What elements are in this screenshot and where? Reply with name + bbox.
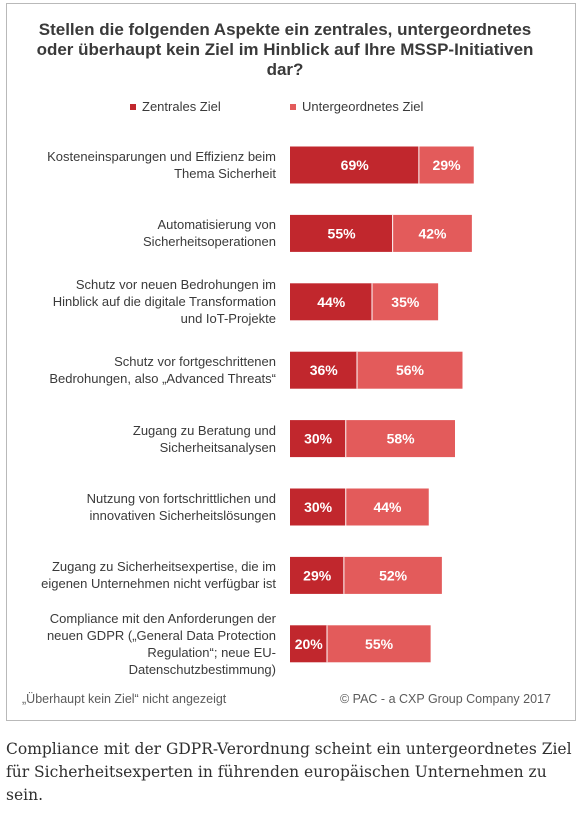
category-label-line: Automatisierung von [157, 217, 276, 233]
category-label-line: Sicherheitsoperationen [143, 234, 276, 250]
data-label: 55% [328, 225, 357, 241]
chart-title: Stellen die folgenden Aspekte ein zentra… [36, 20, 534, 79]
legend-item-untergeordnetes-ziel: Untergeordnetes Ziel [290, 99, 423, 114]
bar-zentrales-ziel [290, 488, 347, 526]
bar-zentrales-ziel [290, 556, 345, 594]
bar-untergeordnetes-ziel [346, 488, 429, 526]
category-label-line: Bedrohungen, also „Advanced Threats“ [49, 371, 276, 387]
category-label-line: innovativen Sicherheitslösungen [89, 508, 276, 523]
data-label: 44% [373, 499, 402, 515]
bar-zentrales-ziel [290, 625, 328, 663]
figure-caption: Compliance mit der GDPR-Verordnung schei… [6, 740, 572, 804]
category-label-line: Datenschutzbestimmung) [128, 661, 276, 677]
data-label: 30% [304, 499, 333, 515]
legend-swatch-untergeordnetes-ziel [290, 103, 296, 110]
data-label: 30% [304, 431, 333, 447]
data-label: 29% [433, 157, 462, 173]
category-label: Zugang zu Sicherheitsexpertise, die im ei… [12, 558, 276, 592]
category-label-line: Schutz vor fortgeschrittenen [114, 354, 276, 370]
bar-untergeordnetes-ziel [327, 625, 431, 663]
category-label-line: Thema Sicherheit [174, 166, 276, 181]
data-label: 56% [396, 362, 425, 378]
data-label: 42% [418, 225, 447, 241]
data-label: 20% [295, 636, 324, 652]
category-label: Nutzung von fortschrittlichen und innovat… [12, 490, 276, 524]
category-label-line: Schutz vor neuen Bedrohungen im [75, 277, 276, 293]
category-label-line: Nutzung von fortschrittlichen und [86, 491, 276, 506]
bar-untergeordnetes-ziel [419, 146, 474, 184]
category-label-line: und IoT-Projekte [180, 311, 276, 327]
category-label-line: Zugang zu Sicherheitsexpertise, die im [51, 559, 276, 575]
category-label: Automatisierung von Sicherheitsoperatione… [12, 216, 276, 250]
bar-zentrales-ziel [290, 214, 394, 252]
category-label-line: Compliance mit den Anforderungen der [49, 610, 276, 626]
data-label: 55% [365, 636, 394, 652]
data-label: 69% [341, 157, 370, 173]
category-label-line: Kosteneinsparungen und Effizienz beim [47, 149, 276, 164]
category-label-line: neuen GDPR („General Data Protection [46, 627, 276, 643]
legend-label-untergeordnetes-ziel: Untergeordnetes Ziel [302, 99, 424, 114]
category-label-line: Regulation“; neue EU- [147, 644, 276, 660]
data-label: 35% [391, 294, 420, 310]
category-label-line: eigenen Unternehmen nicht verfügbar ist [41, 576, 276, 592]
data-label: 36% [310, 362, 339, 378]
data-label: 52% [379, 567, 408, 583]
data-label: 29% [303, 567, 332, 583]
footer-note: „Überhaupt kein Ziel“ nicht angezeigt [22, 692, 227, 706]
legend-swatch-zentrales-ziel [130, 103, 136, 110]
data-label: 58% [387, 431, 416, 447]
category-label: Zugang zu Beratung und Sicherheitsanalyse… [12, 422, 276, 456]
bar-plot: 69% 29% 55% 42% 44% 35% 36% 56% 30% 58% 30% 44% 29% 5… [290, 146, 474, 663]
category-label-line: Sicherheitsanalysen [159, 439, 276, 455]
bar-untergeordnetes-ziel [357, 351, 463, 389]
footer-source: © PAC - a CXP Group Company 2017 [340, 692, 551, 706]
bar-untergeordnetes-ziel [346, 420, 455, 458]
bar-untergeordnetes-ziel [372, 283, 439, 321]
chart-legend: Zentrales Ziel Untergeordnetes Ziel [120, 99, 560, 117]
bar-untergeordnetes-ziel [344, 556, 442, 594]
category-label-line: Hinblick auf die digitale Transformation [52, 294, 276, 310]
bar-zentrales-ziel [290, 420, 347, 458]
legend-item-zentrales-ziel: Zentrales Ziel [130, 99, 221, 114]
category-label: Compliance mit den Anforderungen der neue… [12, 610, 276, 678]
data-label: 44% [317, 294, 346, 310]
category-label: Kosteneinsparungen und Effizienz beim The… [12, 148, 276, 182]
bar-untergeordnetes-ziel [393, 214, 472, 252]
legend-label-zentrales-ziel: Zentrales Ziel [142, 99, 221, 114]
category-label-line: Zugang zu Beratung und [132, 422, 276, 438]
category-label: Schutz vor fortgeschrittenen Bedrohungen,… [12, 353, 276, 387]
bar-zentrales-ziel [290, 351, 358, 389]
bar-zentrales-ziel [290, 146, 420, 184]
category-label: Schutz vor neuen Bedrohungen im Hinblick … [12, 276, 276, 327]
bar-zentrales-ziel [290, 283, 373, 321]
